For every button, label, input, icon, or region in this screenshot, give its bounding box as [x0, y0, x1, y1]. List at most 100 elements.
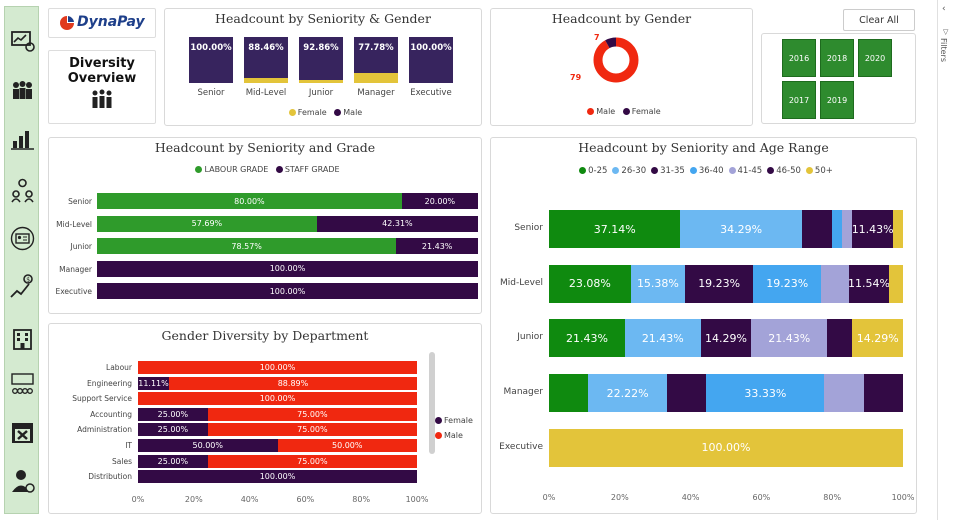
- age-legend-swatch: [728, 167, 736, 174]
- age-range-segment: [842, 210, 853, 248]
- filter-funnel-icon: ▽: [943, 28, 949, 36]
- age-range-segment: [832, 210, 843, 248]
- year-2017-button[interactable]: 2017: [782, 81, 816, 119]
- age-legend-label: 0-25: [588, 166, 608, 176]
- seniority-grade-legend: LABOUR GRADE STAFF GRADE: [49, 165, 481, 174]
- age-range-segment: [889, 264, 903, 303]
- legend-male-swatch: [334, 109, 342, 116]
- people-group-icon[interactable]: [9, 77, 36, 104]
- seniority-grade-staff-segment: 21.43%: [396, 238, 478, 254]
- legend-labour-swatch: [195, 166, 203, 173]
- age-range-segment: 23.08%: [549, 264, 631, 303]
- seniority-grade-labour-segment: 57.69%: [97, 215, 317, 232]
- seniority-grade-title: Headcount by Seniority and Grade: [154, 140, 376, 155]
- seniority-grade-panel: Headcount by Seniority and Grade LABOUR …: [48, 137, 482, 314]
- age-range-segment: 21.43%: [624, 319, 701, 358]
- seniority-grade-staff-segment: 100.00%: [97, 283, 478, 299]
- gender-dept-row-label: Engineering: [87, 378, 132, 388]
- age-range-segment: [821, 264, 849, 303]
- filters-label: Filters: [939, 38, 948, 62]
- gender-dept-male-segment: 88.89%: [168, 376, 417, 390]
- clear-all-button[interactable]: Clear All: [843, 9, 915, 31]
- gender-dept-female-segment: 11.11%: [138, 376, 169, 390]
- seniority-gender-bar-label: 77.78%: [358, 43, 394, 53]
- age-range-row-label: Executive: [499, 441, 543, 452]
- seniority-gender-bar-label: 100.00%: [410, 43, 452, 53]
- id-card-icon[interactable]: [9, 225, 36, 252]
- year-2019-button[interactable]: 2019: [820, 81, 854, 119]
- calendar-cancel-icon[interactable]: [9, 419, 36, 446]
- seniority-grade-bar: 57.69% 42.31%: [97, 215, 478, 232]
- gender-dept-row-label: IT: [125, 441, 132, 450]
- year-slicer: 2016 2018 2020 2017 2019: [761, 33, 916, 124]
- age-range-x-tick: 80%: [823, 493, 842, 502]
- seniority-grade-row-label: Manager: [59, 264, 92, 274]
- age-range-x-tick: 0%: [542, 493, 556, 502]
- nav-sidebar: $: [4, 6, 39, 514]
- team-icon[interactable]: [9, 177, 36, 204]
- legend-female-label: Female: [444, 416, 473, 425]
- collapse-chevron-icon[interactable]: ‹: [942, 4, 946, 14]
- growth-icon[interactable]: $: [9, 273, 36, 300]
- legend-male-swatch: [435, 432, 442, 439]
- page-title-line2: Overview: [67, 71, 137, 86]
- gender-dept-female-segment: 25.00%: [138, 407, 208, 421]
- seniority-grade-staff-segment: 100.00%: [97, 260, 478, 277]
- age-range-segment: 14.29%: [700, 319, 752, 358]
- age-legend-label: 46-50: [776, 166, 801, 176]
- gender-dept-scrollbar[interactable]: [429, 352, 435, 454]
- age-range-x-tick: 100%: [891, 493, 915, 502]
- year-2020-button[interactable]: 2020: [858, 39, 892, 77]
- org-chart-icon[interactable]: [9, 371, 36, 398]
- legend-male-label: Male: [343, 108, 363, 117]
- legend-male-swatch: [587, 108, 595, 115]
- gender-dept-bar: 25.00% 75.00%: [138, 423, 417, 437]
- age-range-segment: 34.29%: [680, 210, 802, 248]
- seniority-gender-title: Headcount by Seniority & Gender: [215, 11, 431, 26]
- age-legend-swatch: [689, 167, 697, 174]
- age-range-segment: 37.14%: [549, 210, 681, 248]
- age-range-row-label: Mid-Level: [500, 277, 543, 288]
- year-2018-button[interactable]: 2018: [820, 39, 854, 77]
- seniority-gender-bar: 100.00%: [409, 37, 453, 83]
- year-2016-button[interactable]: 2016: [782, 39, 816, 77]
- gender-dept-x-tick: 100%: [405, 495, 429, 504]
- age-range-segment: 21.43%: [751, 319, 828, 358]
- gender-dept-male-segment: 50.00%: [277, 439, 417, 452]
- seniority-grade-row-label: Mid-Level: [56, 219, 92, 229]
- employee-settings-icon[interactable]: [9, 467, 36, 494]
- svg-text:$: $: [26, 277, 30, 284]
- seniority-grade-row-label: Executive: [55, 287, 92, 296]
- legend-female-swatch: [435, 417, 442, 424]
- legend-staff-swatch: [275, 166, 283, 173]
- legend-staff-label: STAFF GRADE: [284, 165, 340, 174]
- seniority-gender-female-segment: [299, 80, 343, 83]
- age-legend-label: 31-35: [660, 166, 685, 176]
- legend-female-swatch: [622, 108, 630, 115]
- seniority-gender-bar: 100.00%: [189, 37, 233, 83]
- seniority-grade-bar: 80.00% 20.00%: [97, 193, 478, 209]
- seniority-gender-bar: 88.46%: [244, 37, 288, 83]
- legend-female-label: Female: [297, 108, 327, 117]
- gender-dept-title: Gender Diversity by Department: [161, 328, 369, 343]
- people-icon: [92, 89, 112, 108]
- gender-dept-male-segment: 75.00%: [207, 423, 417, 437]
- gender-dept-male-segment: 100.00%: [138, 361, 417, 374]
- page-title-card: Diversity Overview: [48, 50, 156, 124]
- age-legend-label: 50+: [814, 166, 833, 176]
- legend-labour-label: LABOUR GRADE: [204, 165, 269, 174]
- seniority-grade-bar: 100.00%: [97, 260, 478, 277]
- age-range-segment: 11.43%: [852, 210, 893, 248]
- seniority-gender-female-segment: [244, 78, 288, 83]
- dashboard-icon[interactable]: [9, 27, 36, 54]
- dynapay-logo-icon: [60, 16, 74, 30]
- filters-pane[interactable]: ‹ ▽ Filters: [937, 0, 955, 520]
- gender-dept-row-label: Labour: [106, 363, 132, 372]
- bar-chart-icon[interactable]: [9, 125, 36, 152]
- age-legend-swatch: [612, 167, 620, 174]
- gender-dept-bar: 100.00%: [138, 392, 417, 406]
- building-icon[interactable]: [9, 325, 36, 352]
- age-range-segment: [827, 319, 853, 358]
- gender-dept-male-segment: 100.00%: [138, 392, 417, 406]
- page-title-line1: Diversity: [69, 56, 135, 71]
